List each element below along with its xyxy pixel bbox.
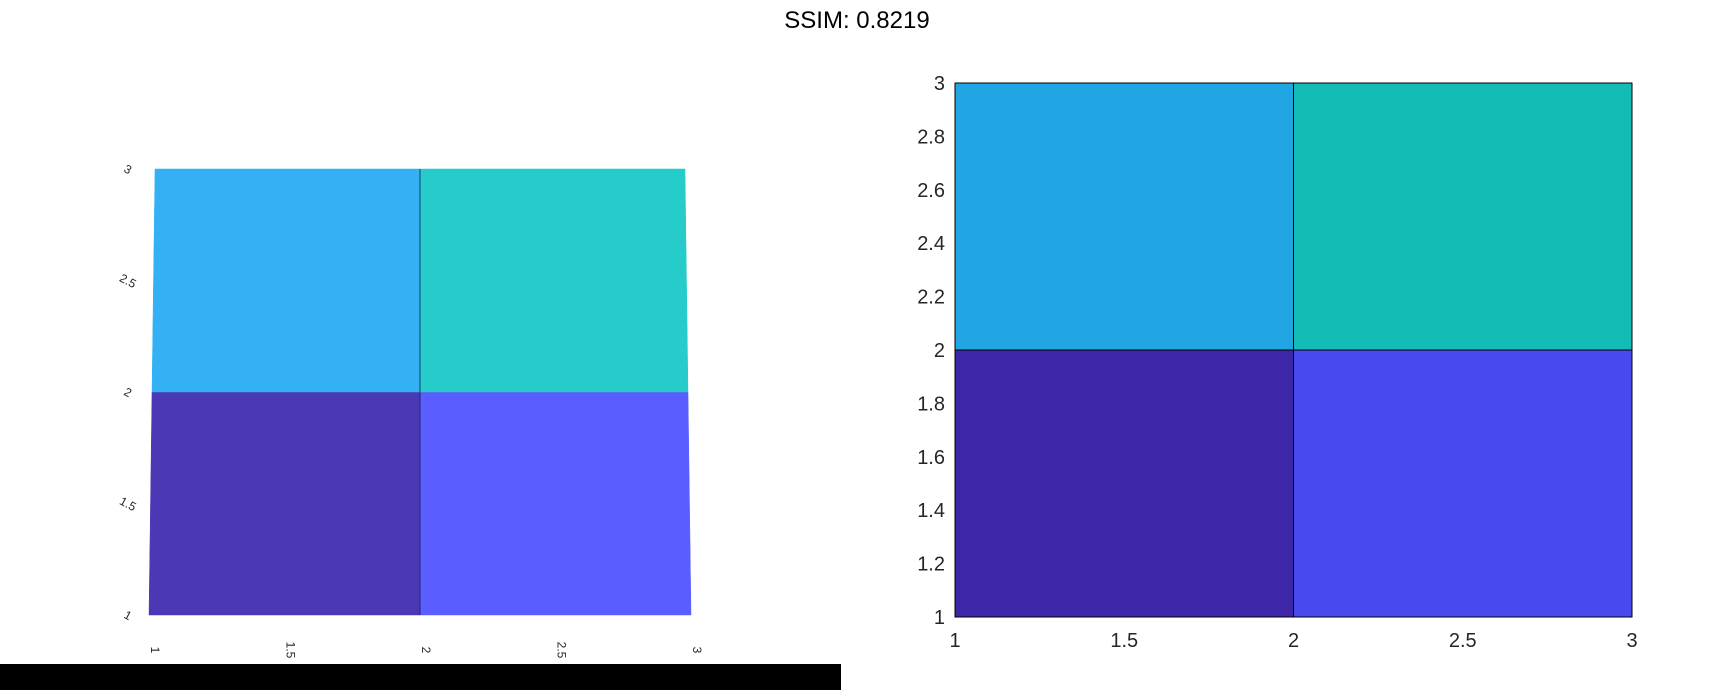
y-tick-label: 3 [122, 162, 135, 178]
y-tick-label: 1 [122, 608, 135, 624]
heatmap-cell [1293, 82, 1633, 351]
y-tick-label: 2.4 [917, 233, 945, 255]
heatmap-cell [419, 168, 689, 393]
x-tick-label: 2 [1288, 630, 1299, 652]
y-tick-label: 1.2 [917, 554, 945, 576]
y-tick-label: 2.6 [917, 180, 945, 202]
y-tick-label: 2.2 [917, 287, 945, 309]
x-tick-label: 1 [148, 647, 162, 654]
x-tick-label: 1.5 [1110, 630, 1138, 652]
y-tick-label: 1 [934, 607, 945, 629]
y-tick-label: 1.6 [917, 447, 945, 469]
x-tick-label: 1.5 [284, 642, 298, 659]
y-tick-label: 2 [122, 385, 135, 401]
heatmap-cell [1293, 349, 1633, 618]
heatmap-cell [151, 168, 421, 393]
y-tick-label: 3 [934, 73, 945, 95]
y-tick-label: 1.5 [117, 494, 139, 514]
x-tick-label: 2 [419, 647, 433, 654]
right-heatmap-plot: 1 1.5 2 2.5 3 1 1.2 1.4 1.6 1.8 2 2.2 2.4 2.6 2.8 3 [917, 73, 1637, 652]
heatmap-cell [954, 349, 1294, 618]
figure-title: SSIM: 0.8219 [784, 7, 929, 34]
x-tick-label: 3 [690, 647, 704, 654]
y-tick-label: 2.5 [117, 271, 139, 291]
x-tick-label: 3 [1626, 630, 1637, 652]
y-tick-label: 2 [934, 340, 945, 362]
left-heatmap-plot: 1 1.5 2 2.5 3 1 1.5 2 2.5 3 [117, 162, 704, 659]
bottom-black-bar [0, 664, 841, 690]
x-tick-label: 1 [949, 630, 960, 652]
y-tick-label: 1.4 [917, 500, 945, 522]
heatmap-cell [954, 82, 1294, 351]
heatmap-cell [148, 391, 421, 616]
y-tick-label: 2.8 [917, 126, 945, 148]
x-tick-label: 2.5 [1449, 630, 1477, 652]
heatmap-cell [419, 391, 692, 616]
x-tick-label: 2.5 [555, 642, 569, 659]
y-tick-label: 1.8 [917, 393, 945, 415]
